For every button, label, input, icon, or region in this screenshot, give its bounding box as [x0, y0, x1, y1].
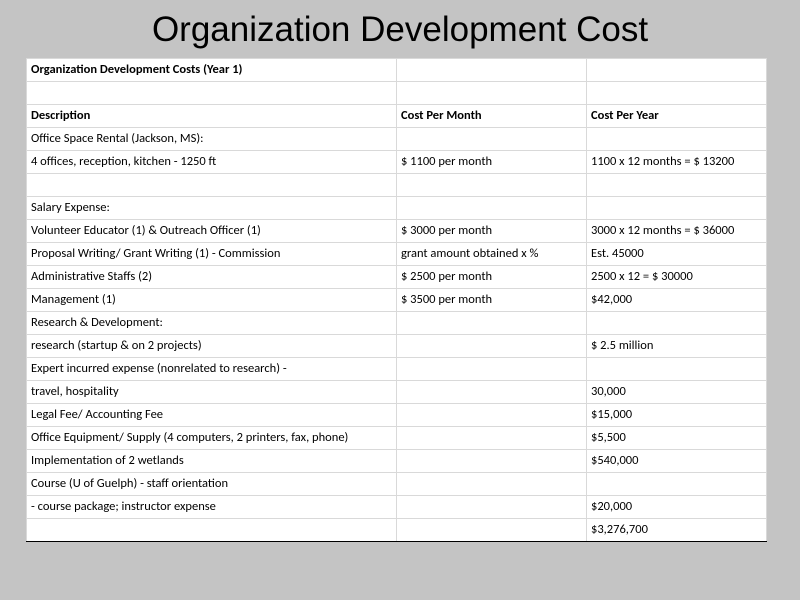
slide: Organization Development Cost Organizati… — [0, 0, 800, 600]
year-cell: 1100 x 12 months = $ 13200 — [587, 151, 767, 174]
desc-cell: Office Space Rental (Jackson, MS): — [27, 128, 397, 151]
month-cell: grant amount obtained x % — [397, 243, 587, 266]
table-row: Administrative Staffs (2) $ 2500 per mon… — [27, 266, 767, 289]
table-row: Course (U of Guelph) - staff orientation — [27, 473, 767, 496]
month-cell: $ 2500 per month — [397, 266, 587, 289]
desc-cell: research (startup & on 2 projects) — [27, 335, 397, 358]
col-cost-month: Cost Per Month — [397, 105, 587, 128]
table-row: Salary Expense: — [27, 197, 767, 220]
total-row: $3,276,700 — [27, 519, 767, 542]
table-row: travel, hospitality 30,000 — [27, 381, 767, 404]
desc-cell: Implementation of 2 wetlands — [27, 450, 397, 473]
desc-cell: Legal Fee/ Accounting Fee — [27, 404, 397, 427]
year-cell — [587, 128, 767, 151]
table-row: Expert incurred expense (nonrelated to r… — [27, 358, 767, 381]
year-cell: $15,000 — [587, 404, 767, 427]
column-header-row: Description Cost Per Month Cost Per Year — [27, 105, 767, 128]
total-desc — [27, 519, 397, 542]
table-row: Management (1) $ 3500 per month $42,000 — [27, 289, 767, 312]
year-cell: 30,000 — [587, 381, 767, 404]
blank-row — [27, 174, 767, 197]
table-row: Volunteer Educator (1) & Outreach Office… — [27, 220, 767, 243]
section-header-cell: Organization Development Costs (Year 1) — [27, 59, 397, 82]
desc-cell: travel, hospitality — [27, 381, 397, 404]
desc-cell: Proposal Writing/ Grant Writing (1) - Co… — [27, 243, 397, 266]
table-row: Implementation of 2 wetlands $540,000 — [27, 450, 767, 473]
desc-cell: Volunteer Educator (1) & Outreach Office… — [27, 220, 397, 243]
month-cell: $ 3500 per month — [397, 289, 587, 312]
desc-cell: Expert incurred expense (nonrelated to r… — [27, 358, 397, 381]
year-cell: $42,000 — [587, 289, 767, 312]
year-cell: $ 2.5 million — [587, 335, 767, 358]
desc-cell: - course package; instructor expense — [27, 496, 397, 519]
section-header-row: Organization Development Costs (Year 1) — [27, 59, 767, 82]
month-cell: $ 1100 per month — [397, 151, 587, 174]
desc-cell: Course (U of Guelph) - staff orientation — [27, 473, 397, 496]
col-cost-year: Cost Per Year — [587, 105, 767, 128]
table-row: Proposal Writing/ Grant Writing (1) - Co… — [27, 243, 767, 266]
year-cell: $540,000 — [587, 450, 767, 473]
desc-cell: 4 offices, reception, kitchen - 1250 ft — [27, 151, 397, 174]
col-description: Description — [27, 105, 397, 128]
blank-row — [27, 82, 767, 105]
table-row: Office Space Rental (Jackson, MS): — [27, 128, 767, 151]
total-value: $3,276,700 — [587, 519, 767, 542]
year-cell: Est. 45000 — [587, 243, 767, 266]
desc-cell: Salary Expense: — [27, 197, 397, 220]
cost-table: Organization Development Costs (Year 1) … — [26, 58, 767, 542]
desc-cell: Research & Development: — [27, 312, 397, 335]
table-row: Office Equipment/ Supply (4 computers, 2… — [27, 427, 767, 450]
month-cell — [397, 197, 587, 220]
table-row: research (startup & on 2 projects) $ 2.5… — [27, 335, 767, 358]
table-row: - course package; instructor expense $20… — [27, 496, 767, 519]
month-cell — [397, 128, 587, 151]
month-cell: $ 3000 per month — [397, 220, 587, 243]
desc-cell: Office Equipment/ Supply (4 computers, 2… — [27, 427, 397, 450]
year-cell: $20,000 — [587, 496, 767, 519]
year-cell: 3000 x 12 months = $ 36000 — [587, 220, 767, 243]
table-row: Legal Fee/ Accounting Fee $15,000 — [27, 404, 767, 427]
year-cell: $5,500 — [587, 427, 767, 450]
empty-cell — [397, 59, 587, 82]
desc-cell: Administrative Staffs (2) — [27, 266, 397, 289]
table-row: Research & Development: — [27, 312, 767, 335]
year-cell — [587, 197, 767, 220]
empty-cell — [587, 59, 767, 82]
year-cell: 2500 x 12 = $ 30000 — [587, 266, 767, 289]
slide-title: Organization Development Cost — [26, 10, 774, 50]
table-row: 4 offices, reception, kitchen - 1250 ft … — [27, 151, 767, 174]
desc-cell: Management (1) — [27, 289, 397, 312]
